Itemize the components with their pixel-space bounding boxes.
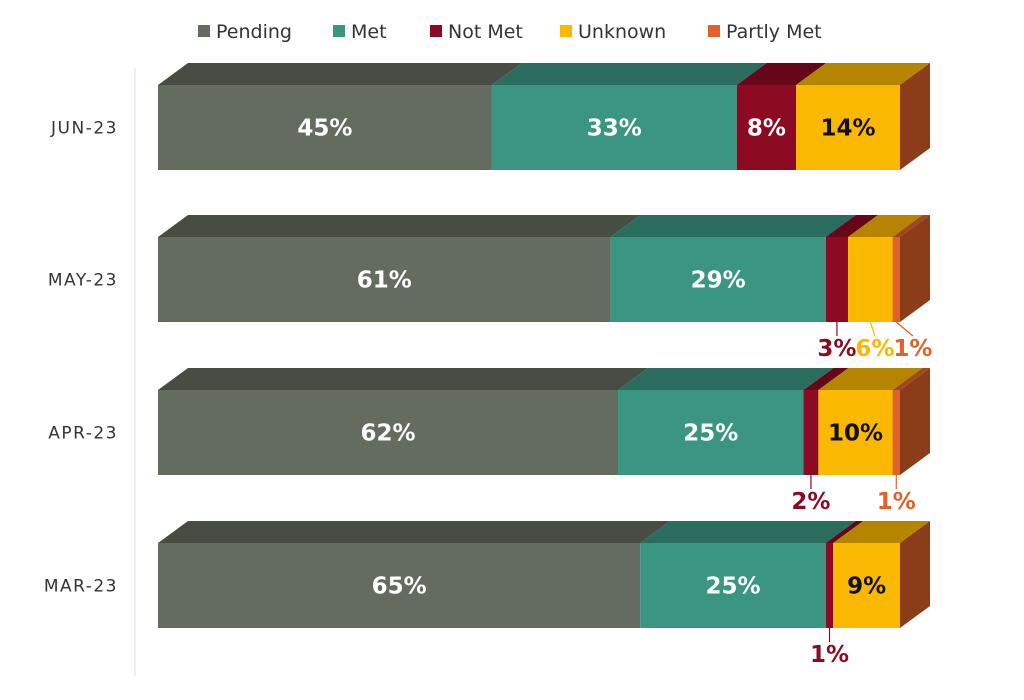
bar-top-mar-23-pending — [158, 521, 671, 543]
data-label-jun-23-unknown: 14% — [821, 116, 876, 142]
bar-top-may-23-pending — [158, 215, 641, 237]
data-label-apr-23-partly-met: 1% — [877, 489, 916, 515]
legend-swatch-met — [333, 25, 345, 37]
data-label-apr-23-pending: 62% — [360, 421, 415, 447]
bar-may-23-not-met — [825, 237, 849, 322]
category-label-may-23: MAY-23 — [48, 271, 118, 291]
bar-mar-23-not-met — [825, 543, 834, 628]
data-label-apr-23-not-met: 2% — [791, 489, 830, 515]
bar-side-apr-23 — [900, 368, 930, 475]
bar-apr-23-partly-met — [892, 390, 900, 475]
bar-apr-23-met — [618, 390, 804, 475]
data-label-mar-23-unknown: 9% — [847, 574, 886, 600]
legend-swatch-not-met — [430, 25, 442, 37]
bar-mar-23-met — [640, 543, 826, 628]
bar-may-23-pending — [158, 237, 611, 322]
legend-label-partly-met: Partly Met — [726, 21, 822, 43]
bar-side-may-23 — [900, 215, 930, 322]
category-label-mar-23: MAR-23 — [44, 577, 118, 597]
data-label-may-23-unknown: 6% — [855, 336, 894, 362]
category-labels: JUN-23 MAY-23 APR-23 MAR-23 — [44, 119, 118, 597]
data-label-may-23-pending: 61% — [357, 268, 412, 294]
bar-apr-23-pending — [158, 390, 619, 475]
data-label-may-23-partly-met: 1% — [893, 336, 932, 362]
category-label-jun-23: JUN-23 — [50, 119, 118, 139]
bar-may-23-unknown — [848, 237, 893, 322]
bar-top-apr-23-pending — [158, 368, 649, 390]
data-label-jun-23-pending: 45% — [297, 116, 352, 142]
legend-swatch-unknown — [560, 25, 572, 37]
legend-label-pending: Pending — [216, 21, 292, 43]
bar-top-jun-23-met — [491, 63, 767, 85]
bar-top-may-23-not-met — [825, 215, 879, 237]
bar-top-apr-23-met — [618, 368, 834, 390]
legend-swatch-partly-met — [708, 25, 720, 37]
bar-mar-23-pending — [158, 543, 641, 628]
bar-top-apr-23-unknown — [818, 368, 923, 390]
bar-jun-23-not-met — [736, 85, 797, 170]
data-label-mar-23-not-met: 1% — [810, 642, 849, 668]
category-label-apr-23: APR-23 — [48, 424, 118, 444]
bar-top-mar-23-not-met — [825, 521, 864, 543]
bar-top-apr-23-partly-met — [892, 368, 930, 390]
bars — [158, 63, 930, 628]
bar-top-jun-23-unknown — [796, 63, 930, 85]
bar-top-jun-23-pending — [158, 63, 522, 85]
legend-swatch-pending — [198, 25, 210, 37]
data-label-apr-23-unknown: 10% — [828, 421, 883, 447]
data-label-apr-23-met: 25% — [683, 421, 738, 447]
data-label-jun-23-met: 33% — [587, 116, 642, 142]
bar-top-apr-23-not-met — [803, 368, 849, 390]
legend-label-unknown: Unknown — [578, 21, 666, 43]
data-label-may-23-met: 29% — [691, 268, 746, 294]
legend-label-not-met: Not Met — [448, 21, 523, 43]
data-label-jun-23-not-met: 8% — [747, 116, 786, 142]
bar-jun-23-unknown — [796, 85, 900, 170]
bar-may-23-met — [610, 237, 826, 322]
bar-top-may-23-unknown — [848, 215, 923, 237]
bar-jun-23-pending — [158, 85, 492, 170]
bar-top-may-23-met — [610, 215, 856, 237]
bar-top-mar-23-met — [640, 521, 856, 543]
bar-top-jun-23-not-met — [736, 63, 827, 85]
data-label-may-23-not-met: 3% — [817, 336, 856, 362]
bar-jun-23-met — [491, 85, 737, 170]
bar-top-mar-23-unknown — [833, 521, 930, 543]
bar-mar-23-unknown — [833, 543, 900, 628]
data-label-mar-23-met: 25% — [706, 574, 761, 600]
bar-may-23-partly-met — [892, 237, 900, 322]
data-labels: 45% 33% 8% 14%61% 29%3%6%1%62% 25% 10%2% 1%65% 2… — [297, 116, 932, 669]
leader-line-may-23-unknown — [869, 321, 876, 337]
bar-side-mar-23 — [900, 521, 930, 628]
bar-apr-23-not-met — [803, 390, 819, 475]
bar-side-jun-23 — [900, 63, 930, 170]
bar-apr-23-unknown — [818, 390, 893, 475]
leader-line-may-23-partly-met — [895, 321, 914, 337]
legend: Pending Met Not Met Unknown Partly Met — [198, 21, 822, 43]
bar-top-may-23-partly-met — [892, 215, 930, 237]
legend-label-met: Met — [351, 21, 387, 43]
data-label-mar-23-pending: 65% — [372, 574, 427, 600]
